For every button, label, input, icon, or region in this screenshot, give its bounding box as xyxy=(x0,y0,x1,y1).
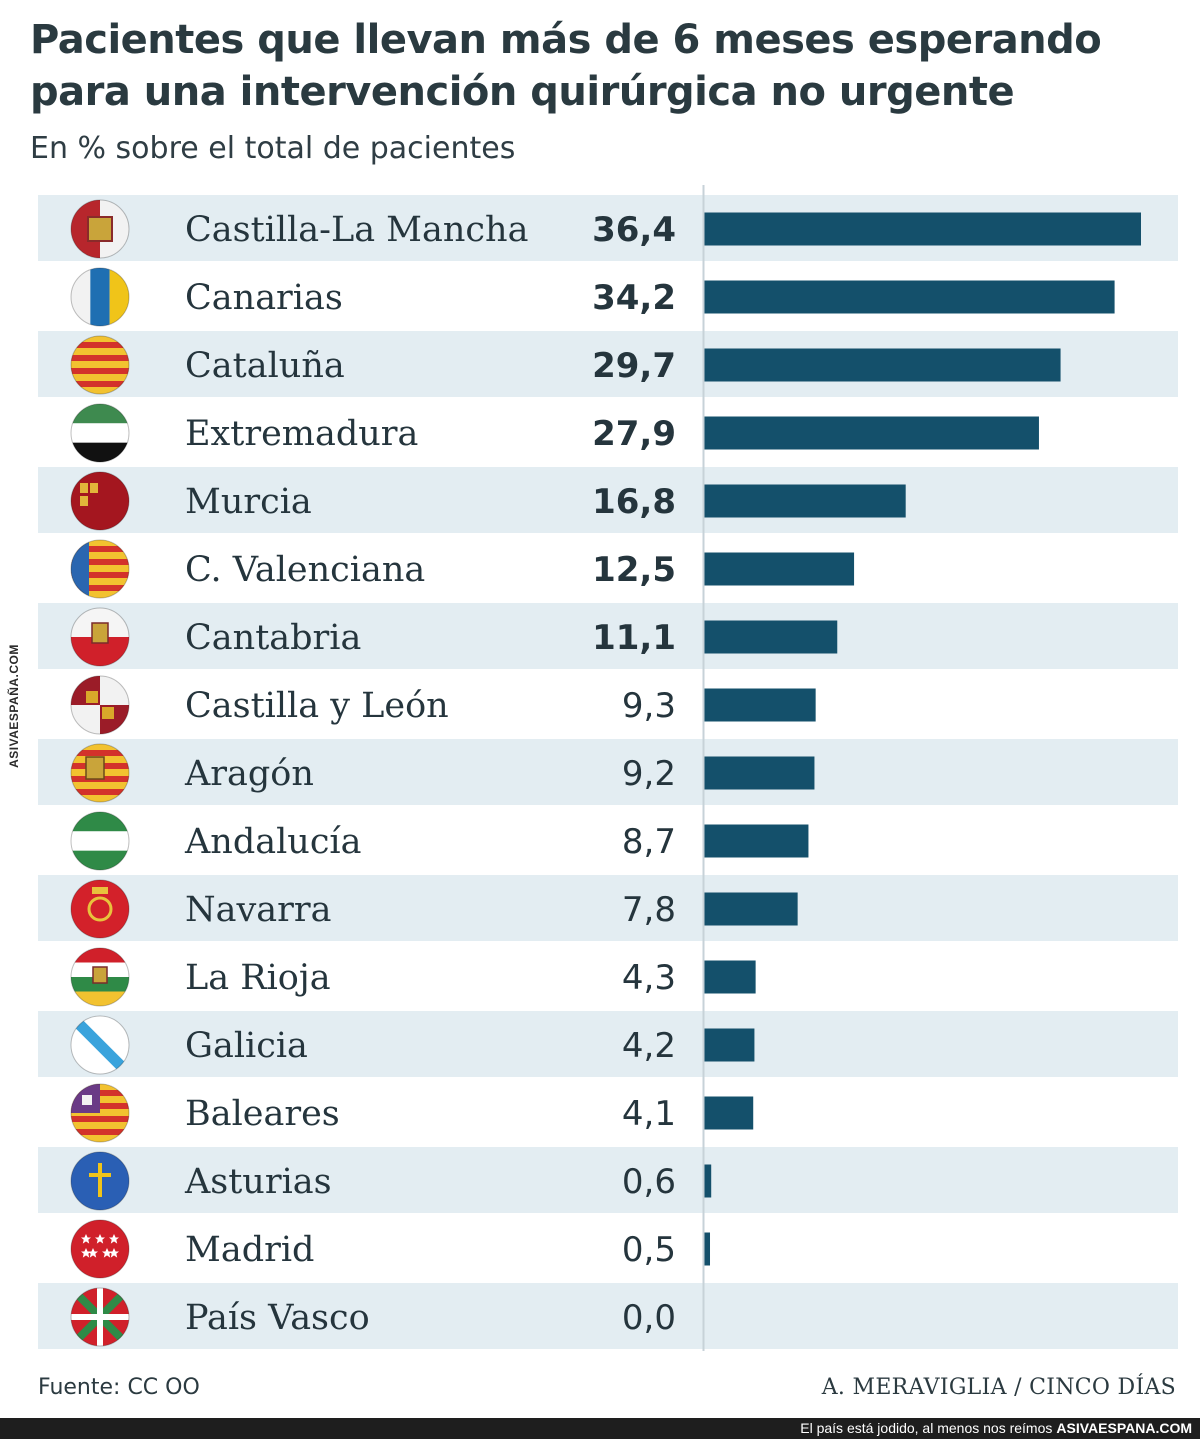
category-label: La Rioja xyxy=(185,958,331,998)
category-label: Murcia xyxy=(185,482,312,522)
icon-rim xyxy=(70,471,130,531)
value-label: 34,2 xyxy=(592,278,676,318)
watermark-banner: El país está jodido, al menos nos reímos… xyxy=(0,1418,1200,1439)
bar xyxy=(704,212,1141,246)
value-label: 9,2 xyxy=(622,754,676,794)
bar xyxy=(704,688,816,722)
icon-rim xyxy=(70,1287,130,1347)
vertical-watermark: ASIVAESPAÑA.COM xyxy=(7,644,21,768)
navarra-flag-icon xyxy=(71,880,129,938)
bar xyxy=(704,756,815,790)
source-note: Fuente: CC OO xyxy=(38,1375,200,1400)
baleares-flag-icon xyxy=(71,1084,129,1142)
row-stripe xyxy=(38,603,1178,669)
icon-rim xyxy=(70,947,130,1007)
category-label: Castilla-La Mancha xyxy=(185,210,528,250)
row-stripe xyxy=(38,1011,1178,1077)
category-label: Aragón xyxy=(184,754,314,794)
category-label: Navarra xyxy=(185,890,331,930)
category-label: Castilla y León xyxy=(185,686,449,726)
category-label: Asturias xyxy=(184,1162,332,1202)
value-label: 4,3 xyxy=(622,958,676,998)
value-label: 16,8 xyxy=(592,482,676,522)
watermark-caption: El país está jodido, al menos nos reímos xyxy=(800,1420,1053,1436)
bar xyxy=(704,1028,755,1062)
row-stripe xyxy=(38,467,1178,533)
asturias-flag-icon xyxy=(71,1152,129,1210)
madrid-flag-icon xyxy=(71,1220,129,1278)
row-stripe xyxy=(38,739,1178,805)
icon-rim xyxy=(70,1151,130,1211)
icon-rim xyxy=(70,1015,130,1075)
value-label: 4,1 xyxy=(622,1094,676,1134)
andalucia-flag-icon xyxy=(71,812,129,870)
category-label: Extremadura xyxy=(185,414,418,454)
icon-rim xyxy=(70,539,130,599)
chart-subtitle: En % sobre el total de pacientes xyxy=(30,131,516,166)
value-label: 27,9 xyxy=(592,414,676,454)
icon-rim xyxy=(70,267,130,327)
icon-rim xyxy=(70,335,130,395)
value-label: 29,7 xyxy=(592,346,676,386)
pais-vasco-flag-icon xyxy=(71,1288,129,1346)
galicia-flag-icon xyxy=(71,1016,129,1074)
bar xyxy=(704,416,1039,450)
icon-rim xyxy=(70,675,130,735)
value-label: 4,2 xyxy=(622,1026,676,1066)
row-stripe xyxy=(38,875,1178,941)
value-label: 36,4 xyxy=(592,210,676,250)
row-stripe xyxy=(38,1147,1178,1213)
category-label: Galicia xyxy=(185,1026,308,1066)
icon-rim xyxy=(70,811,130,871)
bar xyxy=(704,1096,754,1130)
canarias-flag-icon xyxy=(71,268,129,326)
value-label: 9,3 xyxy=(622,686,676,726)
icon-rim xyxy=(70,199,130,259)
icon-rim xyxy=(70,1219,130,1279)
value-label: 8,7 xyxy=(622,822,676,862)
category-label: C. Valenciana xyxy=(185,550,425,590)
bar xyxy=(704,620,838,654)
bar xyxy=(704,892,798,926)
bar xyxy=(704,824,809,858)
bar xyxy=(704,1232,711,1266)
icon-rim xyxy=(70,1083,130,1143)
category-label: País Vasco xyxy=(185,1298,370,1338)
cataluna-flag-icon xyxy=(71,336,129,394)
category-label: Andalucía xyxy=(184,822,362,862)
murcia-flag-icon xyxy=(71,472,129,530)
category-label: Madrid xyxy=(185,1230,314,1270)
value-label: 12,5 xyxy=(592,550,676,590)
category-label: Canarias xyxy=(185,278,343,318)
watermark-site: ASIVAESPANA.COM xyxy=(1056,1420,1192,1436)
aragon-flag-icon xyxy=(71,744,129,802)
category-label: Cantabria xyxy=(185,618,361,658)
valenciana-flag-icon xyxy=(71,540,129,598)
icon-rim xyxy=(70,743,130,803)
value-label: 0,6 xyxy=(622,1162,676,1202)
bar xyxy=(704,1164,712,1198)
category-label: Baleares xyxy=(185,1094,340,1134)
value-label: 0,5 xyxy=(622,1230,676,1270)
extremadura-flag-icon xyxy=(71,404,129,462)
credit-note: A. MERAVIGLIA / CINCO DÍAS xyxy=(821,1375,1176,1400)
icon-rim xyxy=(70,403,130,463)
value-label: 7,8 xyxy=(622,890,676,930)
category-label: Cataluña xyxy=(185,346,345,386)
bar xyxy=(704,280,1115,314)
bar xyxy=(704,484,906,518)
bar xyxy=(704,552,855,586)
value-label: 0,0 xyxy=(622,1298,676,1338)
bar xyxy=(704,348,1061,382)
bar xyxy=(704,960,756,994)
value-label: 11,1 xyxy=(592,618,676,658)
icon-rim xyxy=(70,879,130,939)
chart-title: Pacientes que llevan más de 6 meses espe… xyxy=(30,17,1102,115)
icon-rim xyxy=(70,607,130,667)
row-stripe xyxy=(38,1283,1178,1349)
